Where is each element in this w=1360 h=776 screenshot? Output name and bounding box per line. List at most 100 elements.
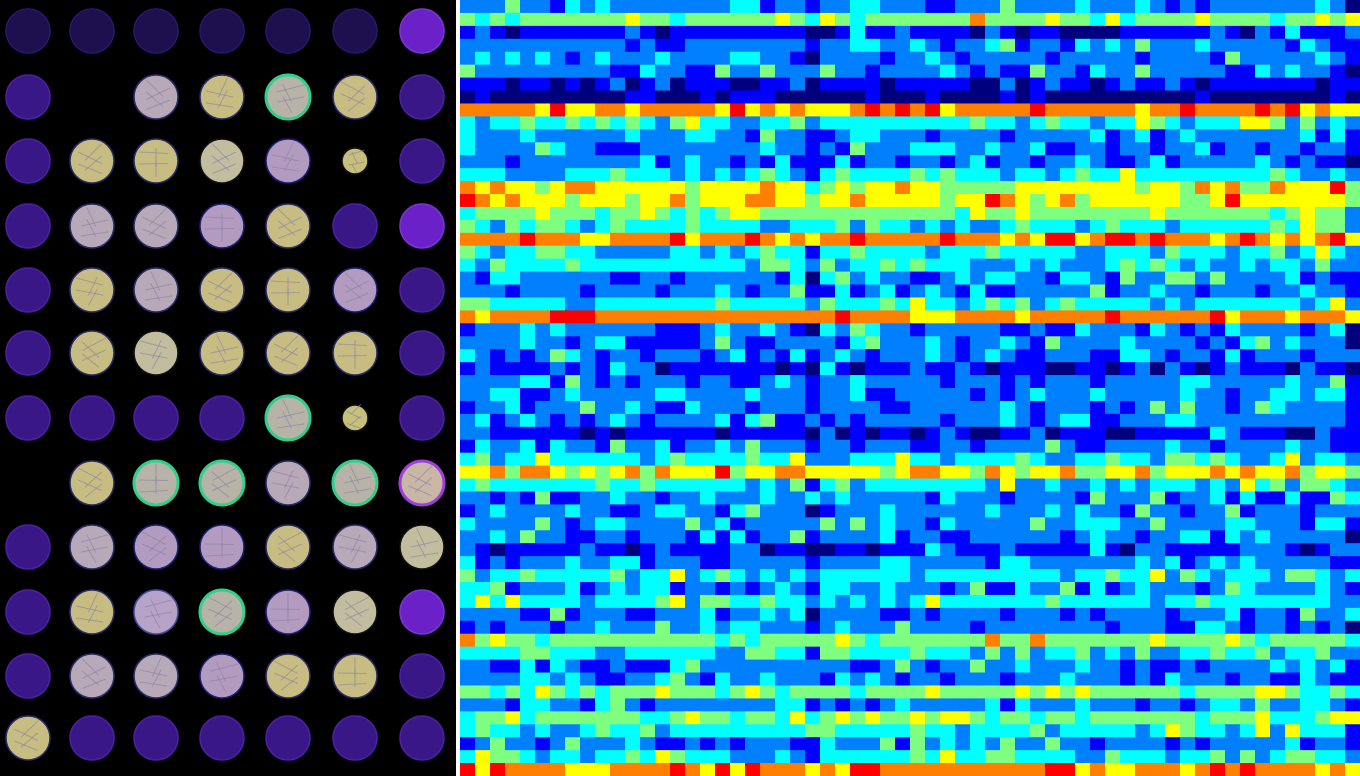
- heatmap-cell: [715, 465, 731, 480]
- heatmap-cell: [1120, 194, 1136, 208]
- heatmap-cell: [730, 51, 746, 66]
- heatmap-cell: [1345, 219, 1360, 234]
- heatmap-cell: [640, 77, 656, 92]
- heatmap-cell: [1270, 168, 1286, 182]
- heatmap-cell: [970, 607, 986, 622]
- heatmap-cell: [1120, 245, 1136, 260]
- heatmap-cell: [505, 465, 521, 480]
- heatmap-cell: [865, 556, 881, 570]
- heatmap-cell: [835, 349, 851, 363]
- heatmap-cell: [1030, 245, 1046, 260]
- heatmap-cell: [1225, 349, 1241, 363]
- heatmap-cell: [550, 607, 566, 622]
- heatmap-cell: [1285, 633, 1301, 648]
- heatmap-cell: [1135, 607, 1151, 622]
- heatmap-cell: [1090, 362, 1106, 376]
- heatmap-cell: [1315, 672, 1331, 687]
- heatmap-cell: [730, 206, 746, 221]
- tissue-texture: [347, 97, 366, 112]
- heatmap-cell: [685, 594, 701, 609]
- heatmap-cell: [1240, 711, 1256, 725]
- heatmap-cell: [910, 194, 926, 208]
- heatmap-cell: [625, 181, 641, 195]
- heatmap-cell: [730, 504, 746, 518]
- heatmap-cell: [505, 90, 521, 105]
- heatmap-cell: [715, 323, 731, 337]
- heatmap-cell: [1210, 103, 1226, 117]
- heatmap-cell: [685, 77, 701, 92]
- heatmap-cell: [790, 504, 806, 518]
- heatmap-cell: [805, 103, 821, 117]
- heatmap-cell: [1165, 194, 1181, 208]
- heatmap-cell: [865, 400, 881, 415]
- heatmap-cell: [580, 103, 596, 117]
- heatmap-cell: [730, 452, 746, 467]
- heatmap-cell: [1075, 323, 1091, 337]
- heatmap-cell: [565, 672, 581, 687]
- heatmap-cell: [580, 336, 596, 350]
- heatmap-cell: [820, 413, 836, 428]
- heatmap-cell: [850, 685, 866, 699]
- heatmap-cell: [490, 594, 506, 609]
- heatmap-cell: [1030, 206, 1046, 221]
- heatmap-cell: [985, 582, 1001, 596]
- heatmap-cell: [1165, 763, 1181, 776]
- heatmap-cell: [565, 478, 581, 493]
- heatmap-cell: [520, 194, 536, 208]
- heatmap-cell: [925, 245, 941, 260]
- heatmap-cell: [745, 388, 761, 402]
- heatmap-cell: [685, 103, 701, 117]
- heatmap-cell: [550, 465, 566, 480]
- tissue-texture: [274, 343, 298, 356]
- heatmap-cell: [1150, 349, 1166, 363]
- heatmap-cell: [1225, 672, 1241, 687]
- heatmap-cell: [970, 375, 986, 389]
- heatmap-cell: [1270, 194, 1286, 208]
- heatmap-cell: [595, 530, 611, 544]
- heatmap-cell: [625, 413, 641, 428]
- heatmap-cell: [1045, 51, 1061, 66]
- heatmap-cell: [1285, 452, 1301, 467]
- heatmap-cell: [1315, 77, 1331, 92]
- heatmap-cell: [595, 543, 611, 557]
- heatmap-cell: [565, 25, 581, 40]
- heatmap-cell: [850, 51, 866, 66]
- heatmap-cell: [1240, 517, 1256, 531]
- heatmap-cell: [865, 633, 881, 648]
- heatmap-cell: [1315, 323, 1331, 337]
- heatmap-cell: [1090, 426, 1106, 441]
- heatmap-cell: [1045, 38, 1061, 53]
- heatmap-cell: [1270, 77, 1286, 92]
- tissue-texture: [80, 231, 109, 237]
- heatmap-cell: [1210, 633, 1226, 648]
- heatmap-cell: [1000, 362, 1016, 376]
- heatmap-cell: [1090, 698, 1106, 712]
- heatmap-cell: [1330, 362, 1346, 376]
- heatmap-cell: [580, 116, 596, 130]
- heatmap-cell: [1045, 646, 1061, 661]
- heatmap-cell: [1300, 491, 1316, 505]
- heatmap-cell: [1045, 168, 1061, 182]
- heatmap-cell: [715, 426, 731, 441]
- heatmap-cell: [820, 737, 836, 751]
- heatmap-cell: [1195, 724, 1211, 738]
- heatmap-cell: [835, 323, 851, 337]
- heatmap-cell: [1300, 181, 1316, 195]
- heatmap-cell: [805, 271, 821, 286]
- heatmap-cell: [475, 413, 491, 428]
- heatmap-cell: [1195, 478, 1211, 493]
- heatmap-cell: [820, 375, 836, 389]
- heatmap-cell: [610, 763, 626, 776]
- heatmap-cell: [1090, 633, 1106, 648]
- heatmap-cell: [880, 323, 896, 337]
- heatmap-cell: [1255, 452, 1271, 467]
- heatmap-cell: [1120, 426, 1136, 441]
- heatmap-cell: [1060, 465, 1076, 480]
- heatmap-cell: [460, 672, 476, 687]
- heatmap-cell: [1060, 271, 1076, 286]
- heatmap-cell: [1240, 375, 1256, 389]
- heatmap-cell: [1075, 607, 1091, 622]
- heatmap-cell: [1150, 504, 1166, 518]
- heatmap-cell: [895, 245, 911, 260]
- heatmap-cell: [700, 336, 716, 350]
